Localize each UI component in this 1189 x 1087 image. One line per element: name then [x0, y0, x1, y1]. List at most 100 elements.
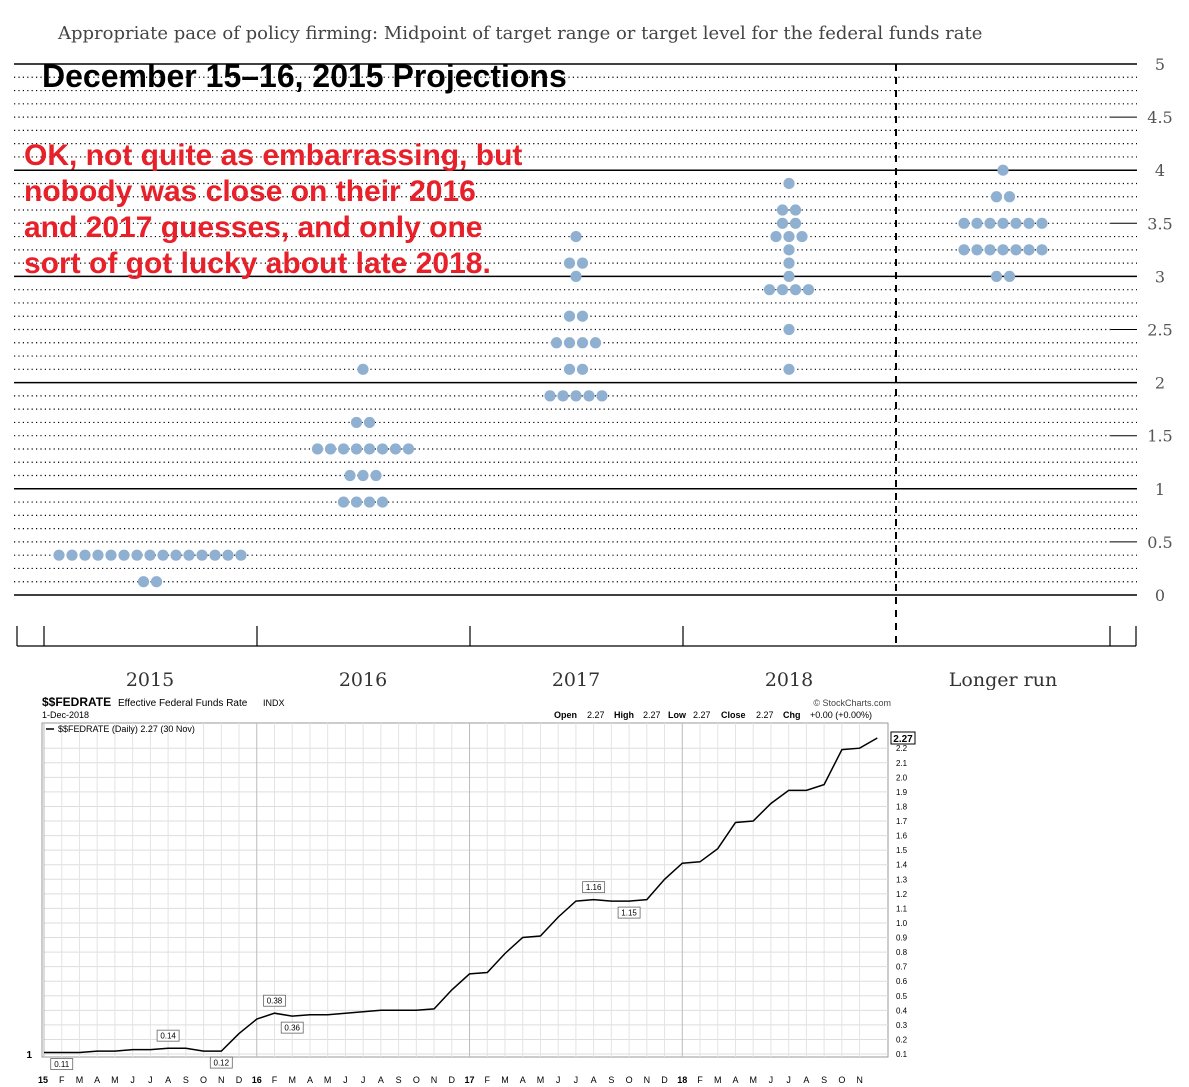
x-month-label: M	[76, 1075, 84, 1085]
y-tick-label: 1.3	[896, 875, 908, 884]
y-tick-label: 0.7	[896, 963, 908, 972]
x-month-label: N	[218, 1075, 225, 1085]
x-month-label: 15	[38, 1075, 48, 1085]
y-tick-label: 1.8	[896, 802, 908, 811]
x-month-label: S	[183, 1075, 189, 1085]
y-tick-label: 0.4	[896, 1006, 908, 1015]
svg-text:High: High	[614, 710, 634, 720]
projection-dot	[53, 549, 65, 561]
x-category-label: 2017	[552, 669, 600, 690]
projection-dot	[997, 164, 1009, 176]
projection-dot	[350, 443, 363, 455]
commentary-note: OK, not quite as embarrassing, but nobod…	[24, 138, 584, 282]
projection-dot	[789, 217, 802, 229]
x-month-label: F	[697, 1075, 703, 1085]
x-month-label: J	[574, 1075, 579, 1085]
x-month-label: D	[236, 1075, 243, 1085]
projection-dot	[783, 270, 795, 282]
projection-dot	[783, 323, 795, 336]
y-tick-label: 3.5	[1147, 214, 1172, 233]
projection-dot	[570, 270, 582, 282]
ohlc-readout: Open 2.27 High 2.27 Low 2.27 Close 2.27 …	[554, 710, 872, 720]
commentary-line-4: sort of got lucky about late 2018.	[24, 247, 491, 280]
x-month-label: A	[803, 1075, 809, 1085]
projection-dot	[796, 230, 808, 243]
svg-text:Low: Low	[668, 710, 687, 720]
projection-dot	[544, 390, 556, 402]
x-month-label: M	[537, 1075, 545, 1085]
commentary-line-3: and 2017 guesses, and only one	[24, 211, 483, 244]
projection-dot	[157, 549, 169, 561]
y-tick-label: 0.9	[896, 934, 908, 943]
x-month-label: A	[94, 1075, 100, 1085]
x-month-label: A	[732, 1075, 738, 1085]
projection-dot	[337, 443, 350, 455]
fedrate-legend: $$FEDRATE (Daily) 2.27 (30 Nov)	[46, 724, 195, 734]
projection-dot	[402, 443, 415, 455]
value-callout-label: 0.14	[160, 1032, 176, 1041]
projection-dot	[92, 549, 104, 561]
dot-plot-points	[53, 164, 1048, 588]
projection-dot	[370, 469, 382, 482]
projection-dot	[1023, 244, 1035, 256]
y-tick-label: 0.3	[896, 1021, 908, 1030]
fedrate-series	[44, 737, 878, 1054]
x-month-label: N	[856, 1075, 863, 1085]
value-callout: 1.16	[582, 881, 606, 894]
projection-dot	[596, 390, 608, 402]
projection-dot	[563, 257, 576, 269]
last-value-tag: 2.27	[890, 731, 916, 745]
value-callout-label: 1.16	[586, 883, 602, 892]
last-value-label: 2.27	[893, 734, 913, 745]
projection-dot	[971, 244, 983, 256]
projection-dot	[990, 270, 1003, 282]
x-category-label: 2016	[339, 669, 387, 690]
projection-dot	[984, 217, 996, 229]
projection-dot	[1010, 217, 1022, 229]
y-tick-label: 2.1	[896, 759, 908, 768]
fedrate-subtitle: Effective Federal Funds Rate	[118, 698, 248, 709]
y-tick-label: 1.0	[896, 919, 908, 928]
projection-dot	[183, 549, 195, 561]
x-month-label: 16	[252, 1075, 262, 1085]
projection-dot	[997, 217, 1009, 229]
x-month-label: F	[59, 1075, 65, 1085]
y-tick-label: 2	[1155, 374, 1165, 393]
x-month-label: J	[130, 1075, 135, 1085]
projection-dot	[144, 549, 156, 561]
value-callout-label: 0.36	[284, 1024, 300, 1033]
projection-dot	[196, 549, 208, 561]
x-month-label: N	[644, 1075, 651, 1085]
y-tick-label: 0.5	[896, 992, 908, 1001]
ohlc-change: +0.00 (+0.00%)	[810, 710, 872, 720]
y-left-label: 1	[26, 1050, 32, 1061]
projection-dot	[563, 310, 576, 322]
projection-dot	[576, 310, 589, 322]
projection-dot	[802, 284, 815, 296]
x-month-label: 18	[677, 1075, 687, 1085]
projection-dot	[350, 496, 363, 508]
projection-dot	[1003, 270, 1016, 282]
dot-plot-title: Appropriate pace of policy firming: Midp…	[57, 23, 982, 44]
value-callout: 1.15	[617, 906, 641, 919]
projection-dot	[131, 549, 143, 561]
fedrate-grid	[42, 723, 888, 1057]
projection-dot	[570, 230, 582, 243]
svg-text:Open: Open	[554, 710, 577, 720]
projection-dot	[209, 549, 221, 561]
projection-dot	[363, 496, 376, 508]
projection-dot	[376, 496, 389, 508]
x-category-label: 2015	[126, 669, 174, 690]
x-month-label: J	[556, 1075, 561, 1085]
projection-dot	[137, 576, 150, 588]
x-month-label: D	[449, 1075, 456, 1085]
y-tick-label: 2.0	[896, 773, 908, 782]
projection-dot	[958, 244, 970, 256]
projection-dot	[344, 469, 356, 482]
x-month-label: O	[200, 1075, 207, 1085]
projection-dot	[324, 443, 337, 455]
commentary-line-2: nobody was close on their 2016	[24, 175, 476, 208]
x-month-label: A	[307, 1075, 313, 1085]
projection-dot	[118, 549, 130, 561]
projection-dot	[357, 469, 369, 482]
